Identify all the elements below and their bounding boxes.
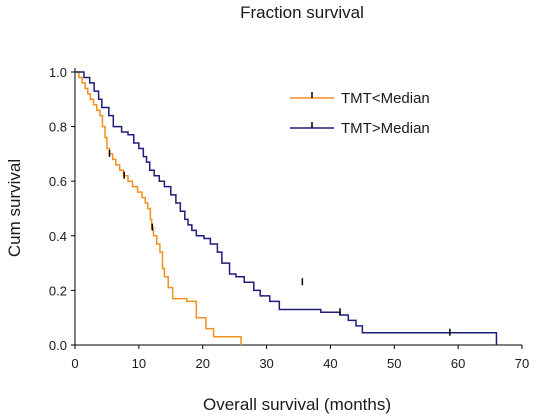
y-tick-label: 1.0 <box>49 65 67 80</box>
legend-label: TMT<Median <box>341 90 430 107</box>
x-tick-label: 70 <box>515 356 529 371</box>
x-tick-label: 40 <box>323 356 337 371</box>
y-tick-label: 0.8 <box>49 120 67 135</box>
x-tick-label: 10 <box>132 356 146 371</box>
x-tick-label: 20 <box>195 356 209 371</box>
series-0 <box>75 71 242 345</box>
x-tick-label: 0 <box>71 356 78 371</box>
y-axis-label: Cum survival <box>5 159 24 257</box>
y-tick-label: 0.6 <box>49 174 67 189</box>
series-1 <box>75 71 498 345</box>
y-tick-label: 0.4 <box>49 229 67 244</box>
x-tick-label: 60 <box>451 356 465 371</box>
survival-step-line <box>75 71 498 345</box>
x-tick-label: 30 <box>259 356 273 371</box>
axes: 0 10 20 30 40 50 60 70 0.0 0.2 0.4 0.6 0.8 1.0 <box>49 65 529 371</box>
y-tick-label: 0.2 <box>49 283 67 298</box>
x-tick-label: 50 <box>387 356 401 371</box>
survival-step-line <box>75 71 242 345</box>
x-axis-label: Overall survival (months) <box>203 395 391 414</box>
legend: TMT<Median TMT>Median <box>290 90 430 137</box>
series-lines <box>75 71 498 345</box>
legend-label: TMT>Median <box>341 120 430 137</box>
chart-title: Fraction survival <box>240 3 364 22</box>
y-tick-label: 0.0 <box>49 338 67 353</box>
